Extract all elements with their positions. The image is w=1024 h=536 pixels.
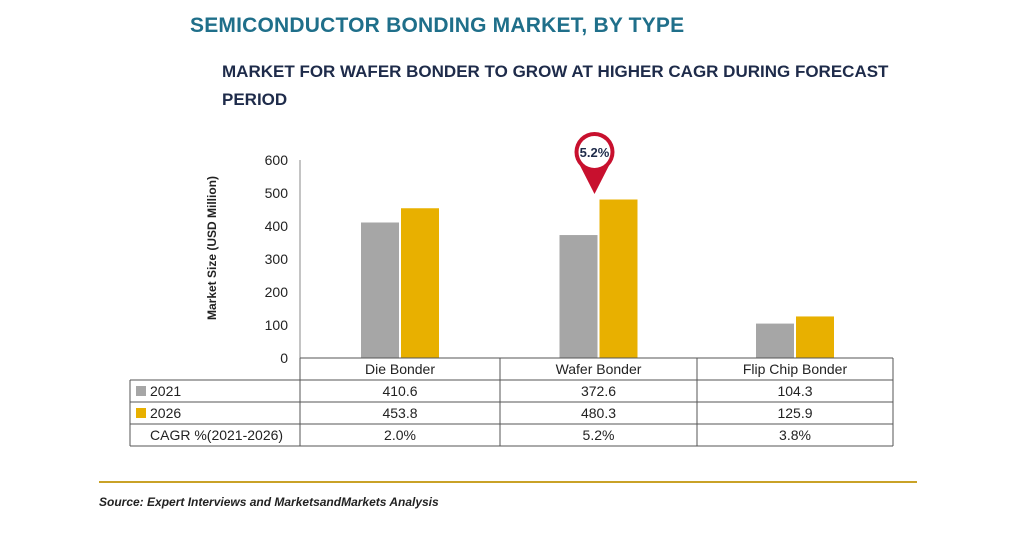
y-tick-label: 500: [265, 185, 289, 201]
data-label: 410.6: [382, 383, 417, 399]
legend-label: 2026: [150, 405, 181, 421]
chart-subtitle: MARKET FOR WAFER BONDER TO GROW AT HIGHE…: [222, 62, 889, 109]
data-label: 480.3: [581, 405, 616, 421]
chart-title: SEMICONDUCTOR BONDING MARKET, BY TYPE: [190, 14, 685, 37]
source-divider: [99, 481, 917, 483]
callout-pin-inner: [578, 136, 611, 168]
legend-label: 2021: [150, 383, 181, 399]
x-tick-label: Wafer Bonder: [556, 361, 642, 377]
bar-2026-flip-chip-bonder: [796, 316, 834, 358]
cagr-value: 5.2%: [583, 427, 615, 443]
source-note: Source: Expert Interviews and Marketsand…: [99, 495, 439, 509]
x-tick-label: Flip Chip Bonder: [743, 361, 848, 377]
callout-text: 5.2%: [580, 145, 610, 160]
y-tick-label: 600: [265, 152, 289, 168]
data-label: 372.6: [581, 383, 616, 399]
legend-swatch-2021: [136, 386, 146, 396]
callout-pin-tail: [580, 165, 609, 194]
bar-2021-wafer-bonder: [559, 235, 598, 358]
cagr-value: 2.0%: [384, 427, 416, 443]
y-tick-label: 100: [265, 317, 289, 333]
y-tick-label: 0: [280, 350, 288, 366]
bar-2021-flip-chip-bonder: [756, 323, 794, 358]
legend-swatch-2026: [136, 408, 146, 418]
bar-2026-die-bonder: [401, 208, 439, 358]
cagr-row-label: CAGR %(2021-2026): [150, 427, 283, 443]
y-tick-label: 300: [265, 251, 289, 267]
data-label: 453.8: [382, 405, 417, 421]
cagr-value: 3.8%: [779, 427, 811, 443]
y-tick-label: 200: [265, 284, 289, 300]
data-label: 104.3: [777, 383, 812, 399]
x-tick-label: Die Bonder: [365, 361, 435, 377]
bar-2026-wafer-bonder: [599, 199, 638, 358]
data-label: 125.9: [777, 405, 812, 421]
y-tick-label: 400: [265, 218, 289, 234]
bar-2021-die-bonder: [361, 222, 399, 358]
